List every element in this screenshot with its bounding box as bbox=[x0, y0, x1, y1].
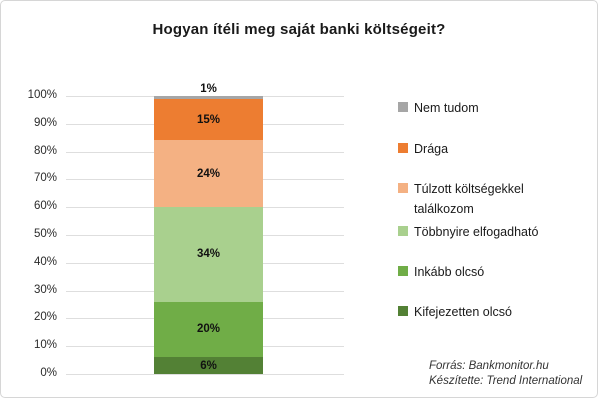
segment-data-label: 24% bbox=[196, 167, 221, 180]
y-axis-tick-label: 100% bbox=[27, 89, 57, 101]
y-axis-tick-label: 40% bbox=[33, 255, 57, 268]
gridline bbox=[66, 374, 344, 375]
legend-item-t-lzott-k-lts-gekkel-tal-lkozom: Túlzott költségekkel találkozom bbox=[398, 179, 574, 219]
bar-segment-kifejezetten-olcs-: 6% bbox=[154, 357, 263, 374]
legend-item-dr-ga: Drága bbox=[398, 139, 448, 159]
bar-segment-nem-tudom: 1% bbox=[154, 83, 263, 99]
legend-swatch bbox=[398, 102, 408, 112]
legend-swatch bbox=[398, 226, 408, 236]
bar-column: 1% 15% 24% 34% 20% 6% bbox=[154, 83, 263, 374]
segment-data-label: 20% bbox=[196, 323, 221, 336]
legend-item-kifejezetten-olcs-: Kifejezetten olcsó bbox=[398, 302, 512, 322]
source-note: Forrás: Bankmonitor.hu Készítette: Trend… bbox=[429, 359, 582, 389]
legend-item-ink-bb-olcs-: Inkább olcsó bbox=[398, 262, 484, 282]
legend-label: Többnyire elfogadható bbox=[414, 225, 539, 239]
legend-swatch bbox=[398, 143, 408, 153]
legend-swatch bbox=[398, 306, 408, 316]
legend-label: Kifejezetten olcsó bbox=[414, 305, 512, 319]
y-axis-tick-label: 50% bbox=[33, 228, 57, 240]
y-axis-tick-label: 0% bbox=[40, 367, 57, 379]
legend-item-nem-tudom: Nem tudom bbox=[398, 98, 479, 118]
legend-item-t-bbnyire-elfogadhat-: Többnyire elfogadható bbox=[398, 222, 538, 242]
y-axis-tick-label: 10% bbox=[33, 339, 57, 352]
bar-segment-t-lzott-k-lts-gekkel-tal-lkozom: 24% bbox=[154, 140, 263, 208]
segment-data-label: 1% bbox=[200, 83, 217, 95]
y-axis-tick-label: 70% bbox=[33, 172, 57, 185]
y-axis-tick-label: 30% bbox=[33, 283, 57, 296]
y-axis-tick-label: 60% bbox=[33, 200, 57, 213]
segment-data-label: 6% bbox=[200, 359, 217, 372]
legend-swatch bbox=[398, 183, 408, 193]
source-line: Forrás: Bankmonitor.hu bbox=[429, 360, 549, 372]
chart-title: Hogyan ítéli meg saját banki költségeit? bbox=[152, 21, 446, 38]
segment-data-label: 15% bbox=[196, 113, 221, 126]
bar-segment-t-bbnyire-elfogadhat-: 34% bbox=[154, 207, 263, 302]
y-axis-tick-label: 20% bbox=[33, 311, 57, 324]
bar-segment-dr-ga: 15% bbox=[154, 98, 263, 141]
author-line: Készítette: Trend International bbox=[429, 375, 583, 387]
legend-label: Nem tudom bbox=[414, 101, 479, 115]
legend-label: Inkább olcsó bbox=[414, 265, 485, 279]
bar-segment-ink-bb-olcs-: 20% bbox=[154, 301, 263, 358]
legend-label: Drága bbox=[414, 142, 449, 156]
legend-swatch bbox=[398, 266, 408, 276]
segment-data-label: 34% bbox=[196, 248, 221, 261]
legend-label: Túlzott költségekkel találkozom bbox=[414, 182, 524, 216]
y-axis-tick-label: 80% bbox=[33, 144, 57, 157]
y-axis-tick-label: 90% bbox=[33, 116, 57, 129]
